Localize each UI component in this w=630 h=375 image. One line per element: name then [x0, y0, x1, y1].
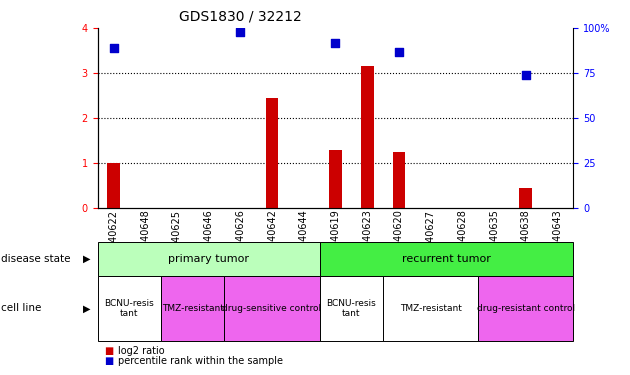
- Text: TMZ-resistant: TMZ-resistant: [399, 304, 462, 313]
- Bar: [266, 98, 278, 208]
- Point: [521, 72, 531, 78]
- Text: drug-sensitive control: drug-sensitive control: [222, 304, 322, 313]
- Text: cell line: cell line: [1, 303, 42, 313]
- Text: BCNU-resis
tant: BCNU-resis tant: [326, 299, 376, 318]
- Text: primary tumor: primary tumor: [168, 254, 249, 264]
- Text: percentile rank within the sample: percentile rank within the sample: [118, 356, 283, 366]
- Text: log2 ratio: log2 ratio: [118, 346, 164, 355]
- Bar: [329, 150, 342, 208]
- Text: GDS1830 / 32212: GDS1830 / 32212: [179, 9, 302, 23]
- Bar: [392, 152, 405, 208]
- Text: drug-resistant control: drug-resistant control: [477, 304, 575, 313]
- Point: [236, 29, 246, 35]
- Text: ▶: ▶: [83, 303, 90, 313]
- Text: recurrent tumor: recurrent tumor: [402, 254, 491, 264]
- Text: ■: ■: [104, 346, 113, 355]
- Bar: [361, 66, 374, 208]
- Text: TMZ-resistant: TMZ-resistant: [162, 304, 224, 313]
- Bar: [107, 163, 120, 208]
- Text: BCNU-resis
tant: BCNU-resis tant: [105, 299, 154, 318]
- Text: ▶: ▶: [83, 254, 90, 264]
- Text: disease state: disease state: [1, 254, 71, 264]
- Point: [331, 39, 341, 45]
- Point: [394, 48, 404, 54]
- Bar: [519, 188, 532, 208]
- Point: [108, 45, 118, 51]
- Text: ■: ■: [104, 356, 113, 366]
